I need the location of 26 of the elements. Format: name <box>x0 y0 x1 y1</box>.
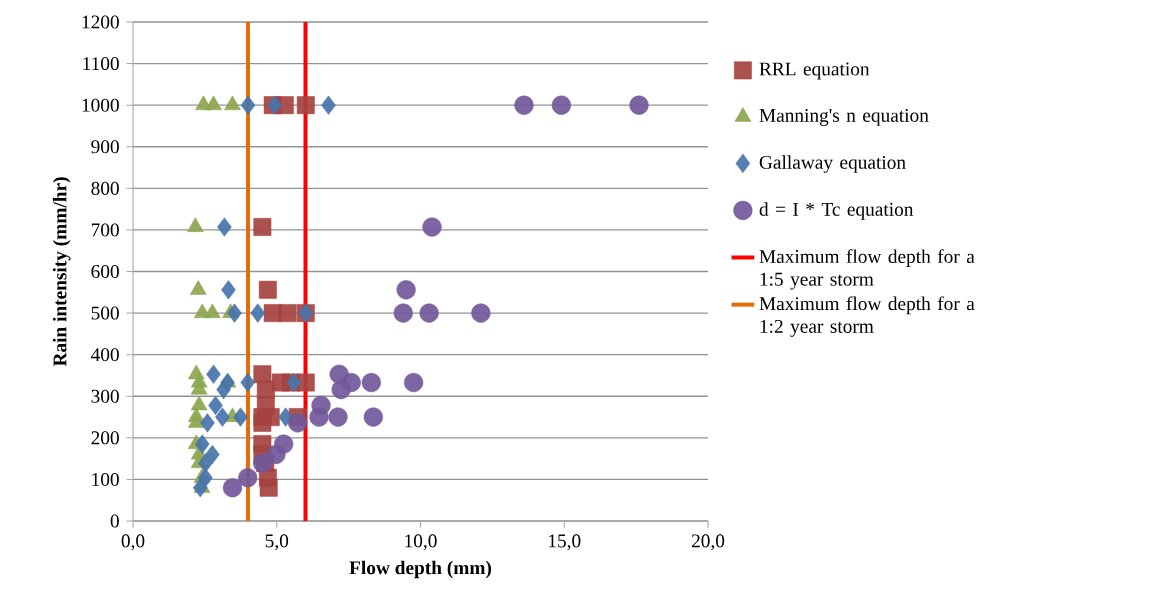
x-tick-label: 10,0 <box>405 534 437 551</box>
y-tick-label: 200 <box>91 431 119 445</box>
legend-label: Maximum flow depth for a 1:5 year storm <box>759 249 975 290</box>
y-tick-label: 900 <box>91 140 119 154</box>
x-axis-title: Flow depth (mm) <box>349 560 492 579</box>
legend-label: Manning's n equation <box>759 108 929 126</box>
x-tick-label: 15,0 <box>549 534 581 551</box>
y-tick-label: 1100 <box>83 57 119 71</box>
y-tick-label: 1200 <box>82 15 119 29</box>
x-tick-label: 5,0 <box>265 534 289 551</box>
x-tick-label: 0,0 <box>121 534 145 551</box>
y-axis-title: Rain intensity (mm/hr) <box>52 177 71 367</box>
y-tick-label: 100 <box>92 472 119 486</box>
y-tick-label: 0 <box>110 514 119 528</box>
y-tick-label: 1000 <box>82 98 119 112</box>
legend-label: Gallaway equation <box>759 155 906 173</box>
y-tick-label: 400 <box>91 348 119 362</box>
y-tick-label: 600 <box>91 264 119 279</box>
x-tick-label: 20,0 <box>691 534 725 551</box>
legend-label: d = I * Tc equation <box>759 202 914 220</box>
y-tick-label: 300 <box>91 389 119 403</box>
legend-label: Maximum flow depth for a 1:2 year storm <box>759 296 975 337</box>
y-tick-label: 500 <box>91 306 119 320</box>
legend-label: RRL equation <box>759 62 870 80</box>
y-tick-label: 800 <box>91 181 119 195</box>
y-tick-label: 700 <box>91 223 119 237</box>
